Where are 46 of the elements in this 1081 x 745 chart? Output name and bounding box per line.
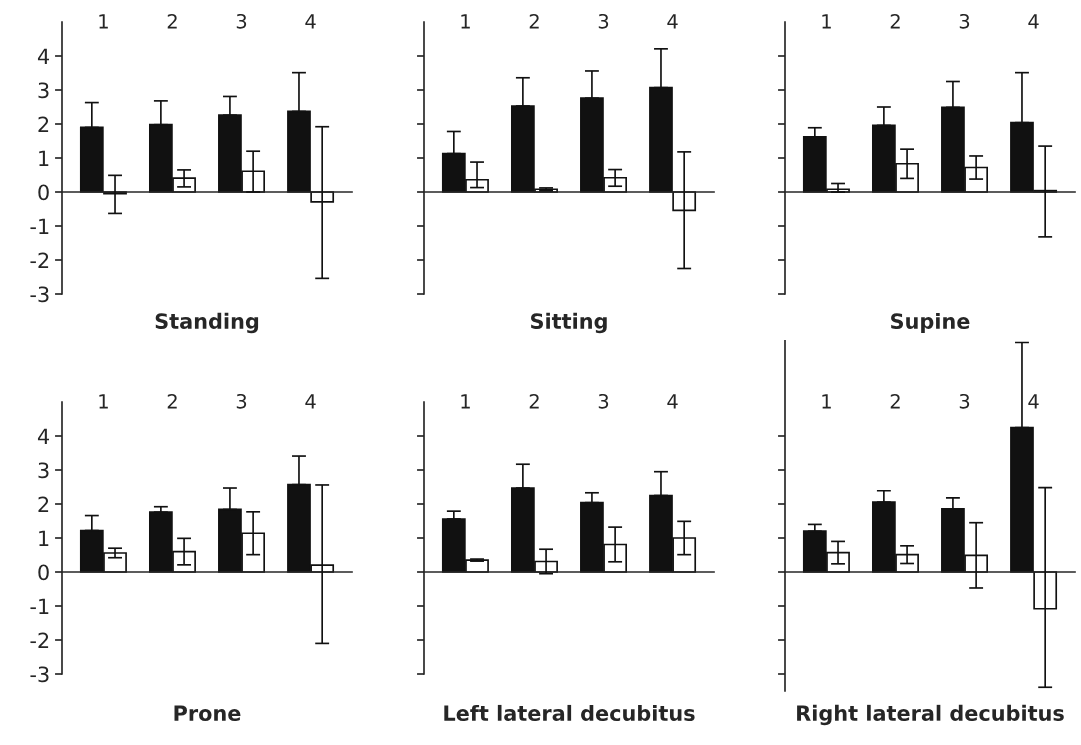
x-tick-label: 1: [99, 394, 108, 409]
y-tick-label: 4: [37, 428, 50, 444]
x-tick-label: 1: [822, 14, 831, 29]
y-tick-label: -3: [30, 666, 49, 683]
x-tick-label: 3: [236, 13, 247, 29]
text: Left lateral decubitus: [444, 704, 695, 722]
y-tick-label: 2: [38, 116, 49, 132]
x-tick-label: 3: [236, 393, 247, 409]
text: Standing: [155, 312, 259, 334]
y-tick-label: -2: [30, 252, 49, 268]
y-tick-label: 4: [37, 48, 50, 64]
x-tick-label: 3: [959, 393, 970, 409]
y-tick-label: 1: [39, 530, 49, 546]
x-tick-label: 3: [598, 393, 609, 409]
text: Sitting: [531, 312, 607, 334]
y-tick-label: -1: [30, 598, 49, 614]
y-tick-label: 3: [38, 462, 49, 479]
x-tick-label: 3: [959, 13, 970, 29]
y-tick-label: -3: [30, 286, 49, 303]
y-tick-label: 3: [38, 82, 49, 99]
x-tick-label: 2: [167, 393, 177, 409]
y-tick-label: 0: [38, 184, 49, 201]
text: Prone: [174, 705, 241, 722]
x-tick-label: 2: [890, 13, 900, 29]
y-tick-label: 2: [38, 496, 49, 512]
text: Supine: [891, 312, 970, 334]
y-tick-label: -2: [30, 632, 49, 648]
x-tick-label: 1: [461, 14, 470, 29]
x-tick-label: 4: [1028, 14, 1039, 29]
x-tick-label: 4: [667, 394, 678, 409]
y-tick-label: 1: [39, 150, 49, 166]
x-tick-label: 1: [99, 14, 108, 29]
x-tick-label: 2: [167, 13, 177, 29]
x-tick-label: 4: [1028, 394, 1039, 409]
x-tick-label: 4: [305, 14, 316, 29]
x-tick-label: 1: [822, 394, 831, 409]
x-tick-label: 2: [890, 393, 900, 409]
y-tick-label: -1: [30, 218, 49, 234]
x-tick-label: 2: [529, 393, 539, 409]
text: Right lateral decubitus: [797, 704, 1064, 726]
x-tick-label: 3: [598, 13, 609, 29]
x-tick-label: 4: [305, 394, 316, 409]
x-tick-label: 1: [461, 394, 470, 409]
x-tick-label: 2: [529, 13, 539, 29]
x-tick-label: 4: [667, 14, 678, 29]
y-tick-label: 0: [38, 564, 49, 581]
